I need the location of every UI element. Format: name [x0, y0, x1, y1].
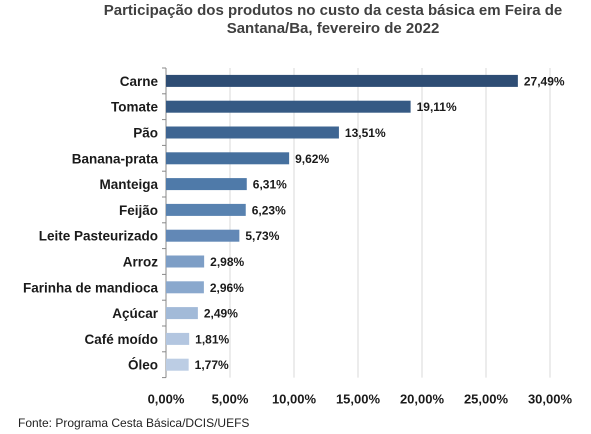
- data-label: 13,51%: [345, 126, 386, 140]
- bar: [166, 332, 190, 345]
- bar: [166, 203, 246, 216]
- x-tick-label: 30,00%: [528, 392, 573, 407]
- category-label: Farinha de mandioca: [23, 280, 159, 295]
- category-label: Óleo: [128, 358, 158, 373]
- category-label: Açúcar: [112, 306, 159, 321]
- data-label: 2,98%: [210, 255, 244, 269]
- data-label: 5,73%: [245, 229, 279, 243]
- bar: [166, 281, 204, 294]
- bar: [166, 126, 339, 139]
- category-label: Manteiga: [99, 177, 158, 192]
- chart-title: Participação dos produtos no custo da ce…: [80, 2, 586, 38]
- chart-title-line-1: Participação dos produtos no custo da ce…: [103, 2, 563, 19]
- data-label: 27,49%: [524, 74, 565, 88]
- data-label: 9,62%: [295, 152, 329, 166]
- category-label: Café moído: [84, 332, 158, 347]
- category-label: Banana-prata: [72, 151, 159, 166]
- bar: [166, 74, 518, 87]
- category-label: Feijão: [119, 203, 158, 218]
- bar: [166, 255, 205, 268]
- bar: [166, 229, 240, 242]
- category-label: Leite Pasteurizado: [39, 229, 158, 244]
- data-label: 2,49%: [204, 307, 238, 321]
- data-label: 2,96%: [210, 281, 244, 295]
- bar: [166, 358, 189, 371]
- data-label: 6,23%: [252, 203, 286, 217]
- x-tick-label: 5,00%: [212, 392, 249, 407]
- bar: [166, 178, 247, 191]
- data-label: 1,81%: [195, 332, 229, 346]
- x-tick-label: 10,00%: [272, 392, 317, 407]
- data-label: 6,31%: [253, 178, 287, 192]
- data-label: 1,77%: [195, 358, 229, 372]
- data-label: 19,11%: [417, 100, 457, 114]
- bar: [166, 100, 411, 113]
- category-label: Pão: [133, 126, 158, 141]
- category-label: Carne: [120, 74, 159, 89]
- category-label: Tomate: [111, 100, 158, 115]
- bar: [166, 152, 290, 165]
- x-tick-label: 20,00%: [400, 392, 445, 407]
- chart-title-line-2: Santana/Ba, fevereiro de 2022: [226, 20, 440, 37]
- x-tick-label: 15,00%: [336, 392, 381, 407]
- x-tick-label: 25,00%: [464, 392, 509, 407]
- x-tick-label: 0,00%: [148, 392, 185, 407]
- category-label: Arroz: [123, 255, 159, 270]
- source-note: Fonte: Programa Cesta Básica/DCIS/UEFS: [18, 416, 250, 430]
- bar: [166, 307, 198, 320]
